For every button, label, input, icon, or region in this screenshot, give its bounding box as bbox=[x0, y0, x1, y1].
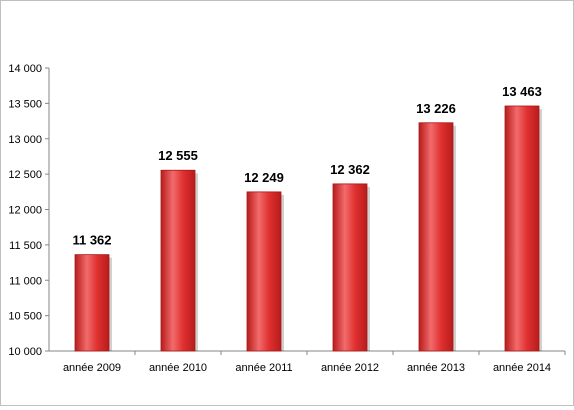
x-tick-label: année 2010 bbox=[149, 362, 207, 374]
y-tick-label: 13 500 bbox=[8, 98, 42, 110]
y-tick-label: 13 000 bbox=[8, 134, 42, 146]
x-tick-label: année 2012 bbox=[321, 362, 379, 374]
x-tick-label: année 2009 bbox=[63, 362, 121, 374]
data-label: 12 249 bbox=[244, 170, 284, 185]
y-tick-label: 14 000 bbox=[8, 63, 42, 75]
y-tick-label: 12 500 bbox=[8, 169, 42, 181]
y-tick-label: 11 500 bbox=[9, 240, 42, 252]
y-tick-label: 10 500 bbox=[8, 311, 42, 323]
x-tick-label: année 2011 bbox=[235, 362, 292, 374]
x-tick-label: année 2014 bbox=[493, 362, 551, 374]
data-label: 13 226 bbox=[416, 101, 456, 116]
x-tick-label: année 2013 bbox=[407, 362, 465, 374]
bar bbox=[332, 183, 368, 352]
y-tick-label: 10 000 bbox=[8, 346, 42, 358]
data-label: 13 463 bbox=[502, 84, 542, 99]
data-label: 12 555 bbox=[158, 148, 198, 163]
y-tick-label: 12 000 bbox=[8, 205, 42, 217]
data-label: 12 362 bbox=[330, 162, 370, 177]
bar bbox=[246, 191, 282, 352]
bars-group bbox=[74, 105, 542, 352]
data-label: 11 362 bbox=[72, 233, 111, 248]
bar bbox=[160, 169, 196, 352]
y-tick-label: 11 000 bbox=[9, 275, 42, 287]
bar bbox=[74, 254, 110, 352]
bar bbox=[504, 105, 540, 352]
axes-group: 10 000 10 500 11 000 11 500 12 000 12 500 13 0… bbox=[8, 63, 566, 358]
labels-group: 11 362 année 2009 12 555 année 2010 12 249 an… bbox=[63, 84, 551, 374]
bar bbox=[418, 122, 454, 352]
